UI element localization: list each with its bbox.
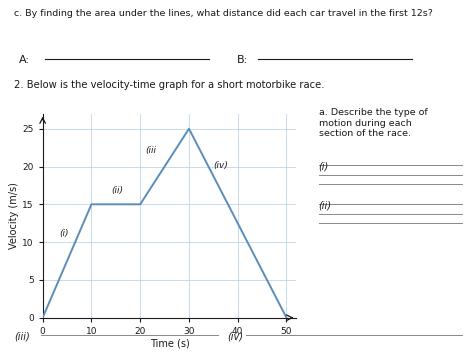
Text: A:: A: — [19, 55, 30, 65]
Text: (iv): (iv) — [228, 332, 244, 342]
Text: (i): (i) — [319, 162, 329, 171]
Y-axis label: Velocity (m/s): Velocity (m/s) — [9, 182, 19, 249]
Text: c. By finding the area under the lines, what distance did each car travel in the: c. By finding the area under the lines, … — [14, 9, 433, 18]
Text: (i): (i) — [60, 229, 69, 238]
Text: 2. Below is the velocity-time graph for a short motorbike race.: 2. Below is the velocity-time graph for … — [14, 80, 325, 90]
Text: (ii): (ii) — [111, 186, 123, 195]
Text: B:: B: — [237, 55, 248, 65]
Text: (iii: (iii — [145, 146, 156, 155]
Text: (ii): (ii) — [319, 201, 331, 211]
Text: a. Describe the type of
motion during each
section of the race.: a. Describe the type of motion during ea… — [319, 108, 427, 138]
X-axis label: Time (s): Time (s) — [150, 339, 189, 349]
Text: (iii): (iii) — [14, 332, 30, 342]
Text: (iv): (iv) — [213, 161, 228, 170]
